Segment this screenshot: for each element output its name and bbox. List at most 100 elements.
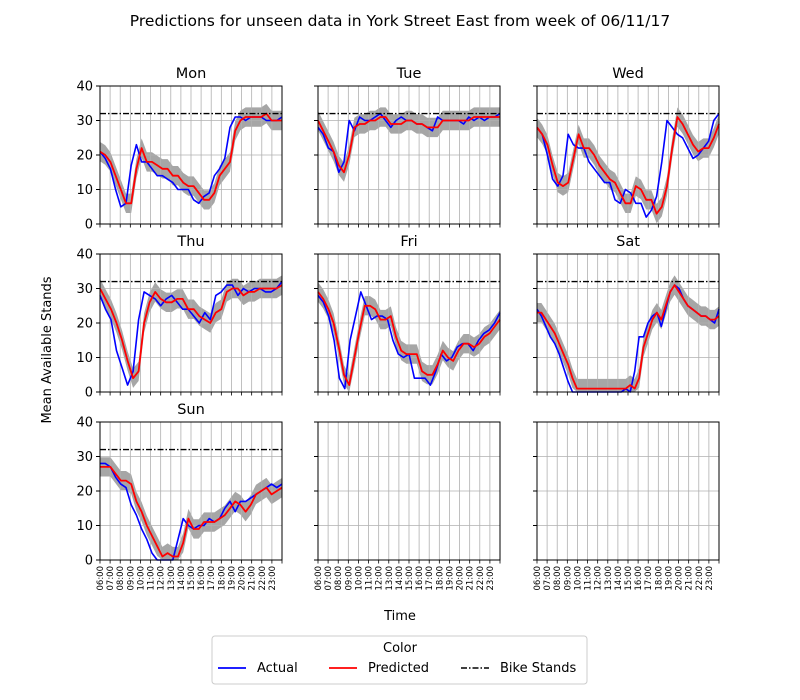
x-tick-label: 21:00	[248, 566, 258, 591]
x-tick-label: 23:00	[486, 566, 496, 591]
x-tick-label: 10:00	[354, 566, 364, 591]
subplot-title: Sat	[616, 234, 640, 250]
x-tick-label: 07:00	[324, 566, 334, 591]
actual-series-line	[100, 462, 283, 561]
subplot-mon: Mon 0 10 20 30 40	[76, 66, 283, 233]
x-tick-label: 12:00	[375, 566, 385, 591]
subplot-title: Thu	[176, 234, 204, 250]
y-tick-label: 0	[85, 554, 93, 569]
actual-series-line	[536, 113, 720, 218]
x-tick-label: 18:00	[217, 566, 227, 591]
y-tick-label: 30	[76, 450, 93, 465]
x-tick-label: 15:00	[187, 566, 197, 591]
x-tick-label: 12:00	[594, 566, 604, 591]
subplot-wed: Wed	[533, 66, 720, 228]
subplot-grid: Mon 0 10 20 30 40 Tue Wed Thu 0 10 20 30 40 Fri Sat Sun 0…	[76, 66, 720, 591]
x-tick-label: 14:00	[395, 566, 405, 591]
x-tick-label: 06:00	[96, 566, 106, 591]
subplot-title: Mon	[176, 66, 207, 82]
x-tick-label: 22:00	[258, 566, 268, 591]
subplot-empty: 06:00 07:00 08:00 09:00 10:00 11:00 12:00 13:00…	[533, 421, 720, 591]
y-tick-label: 30	[76, 114, 93, 129]
x-tick-label: 07:00	[543, 566, 553, 591]
y-tick-label: 20	[76, 317, 93, 332]
confidence-band	[100, 457, 282, 560]
x-tick-label: 20:00	[238, 566, 248, 591]
x-tick-label: 17:00	[425, 566, 435, 591]
legend-bike-stands-label: Bike Stands	[500, 661, 577, 676]
predicted-series-line	[99, 284, 283, 380]
x-tick-label: 14:00	[614, 566, 624, 591]
subplot-title: Tue	[396, 66, 422, 82]
x-tick-label: 20:00	[456, 566, 466, 591]
predicted-series-line	[537, 284, 720, 390]
predicted-series-line	[317, 116, 500, 174]
confidence-band	[100, 103, 282, 213]
x-tick-label: 22:00	[695, 566, 705, 591]
x-tick-label: 15:00	[624, 566, 634, 591]
y-tick-label: 10	[76, 519, 93, 534]
x-tick-label: 22:00	[476, 566, 486, 591]
x-tick-label: 16:00	[197, 566, 207, 591]
x-tick-label: 21:00	[685, 566, 695, 591]
legend-box	[211, 635, 588, 685]
x-tick-label: 06:00	[533, 566, 543, 591]
x-tick-label: 08:00	[334, 566, 344, 591]
predicted-series-line	[100, 465, 283, 558]
x-tick-label: 17:00	[207, 566, 217, 591]
x-tick-label: 13:00	[385, 566, 395, 591]
actual-series-line	[99, 281, 283, 386]
subplot-title: Wed	[612, 66, 644, 82]
subplot-empty: 06:00 07:00 08:00 09:00 10:00 11:00 12:00 13:00…	[314, 421, 501, 591]
y-tick-label: 20	[76, 149, 93, 164]
x-tick-label: 09:00	[126, 566, 136, 591]
subplot-title: Fri	[400, 234, 417, 250]
x-tick-label: 11:00	[147, 566, 157, 591]
x-tick-label: 15:00	[405, 566, 415, 591]
confidence-band	[318, 107, 500, 182]
predicted-series-line	[317, 291, 501, 387]
predicted-series-line	[99, 112, 282, 205]
x-tick-label: 08:00	[116, 566, 126, 591]
subplot-sat: Sat	[533, 234, 720, 396]
predicted-series-line	[536, 116, 720, 215]
x-tick-label: 19:00	[664, 566, 674, 591]
subplot-fri: Fri	[314, 234, 501, 396]
subplot-tue: Tue	[314, 66, 501, 228]
x-tick-label: 23:00	[705, 566, 715, 591]
x-tick-label: 11:00	[365, 566, 375, 591]
x-tick-label: 20:00	[675, 566, 685, 591]
legend: Color Actual Predicted Bike Stands	[211, 635, 588, 685]
figure-title: Predictions for unseen data in York Stre…	[130, 12, 670, 30]
y-tick-label: 30	[76, 282, 93, 297]
y-tick-label: 40	[76, 80, 93, 95]
y-tick-label: 0	[85, 386, 93, 401]
x-tick-label: 12:00	[157, 566, 167, 591]
legend-predicted-label: Predicted	[368, 661, 429, 676]
x-tick-label: 14:00	[177, 566, 187, 591]
x-tick-label: 13:00	[167, 566, 177, 591]
confidence-band	[100, 275, 282, 388]
x-tick-label: 09:00	[344, 566, 354, 591]
x-tick-label: 08:00	[553, 566, 563, 591]
y-tick-label: 20	[76, 485, 93, 500]
subplot-title: Sun	[177, 402, 205, 418]
subplot-thu: Thu 0 10 20 30 40	[76, 234, 283, 401]
x-tick-label: 23:00	[268, 566, 278, 591]
x-tick-label: 21:00	[466, 566, 476, 591]
x-tick-label: 09:00	[563, 566, 573, 591]
subplot-sun: Sun 0 10 20 30 40 06:00 07:00 08:00 09:00 10:00 11:…	[76, 402, 283, 591]
y-axis-label: Mean Available Stands	[40, 276, 55, 423]
x-axis-label: Time	[383, 609, 416, 624]
y-tick-label: 40	[76, 248, 93, 263]
x-tick-label: 19:00	[445, 566, 455, 591]
x-tick-label: 07:00	[106, 566, 116, 591]
y-tick-label: 10	[76, 183, 93, 198]
x-tick-label: 16:00	[634, 566, 644, 591]
x-tick-label: 10:00	[573, 566, 583, 591]
x-tick-label: 18:00	[654, 566, 664, 591]
x-tick-label: 06:00	[314, 566, 324, 591]
x-tick-label: 13:00	[604, 566, 614, 591]
y-tick-label: 10	[76, 351, 93, 366]
